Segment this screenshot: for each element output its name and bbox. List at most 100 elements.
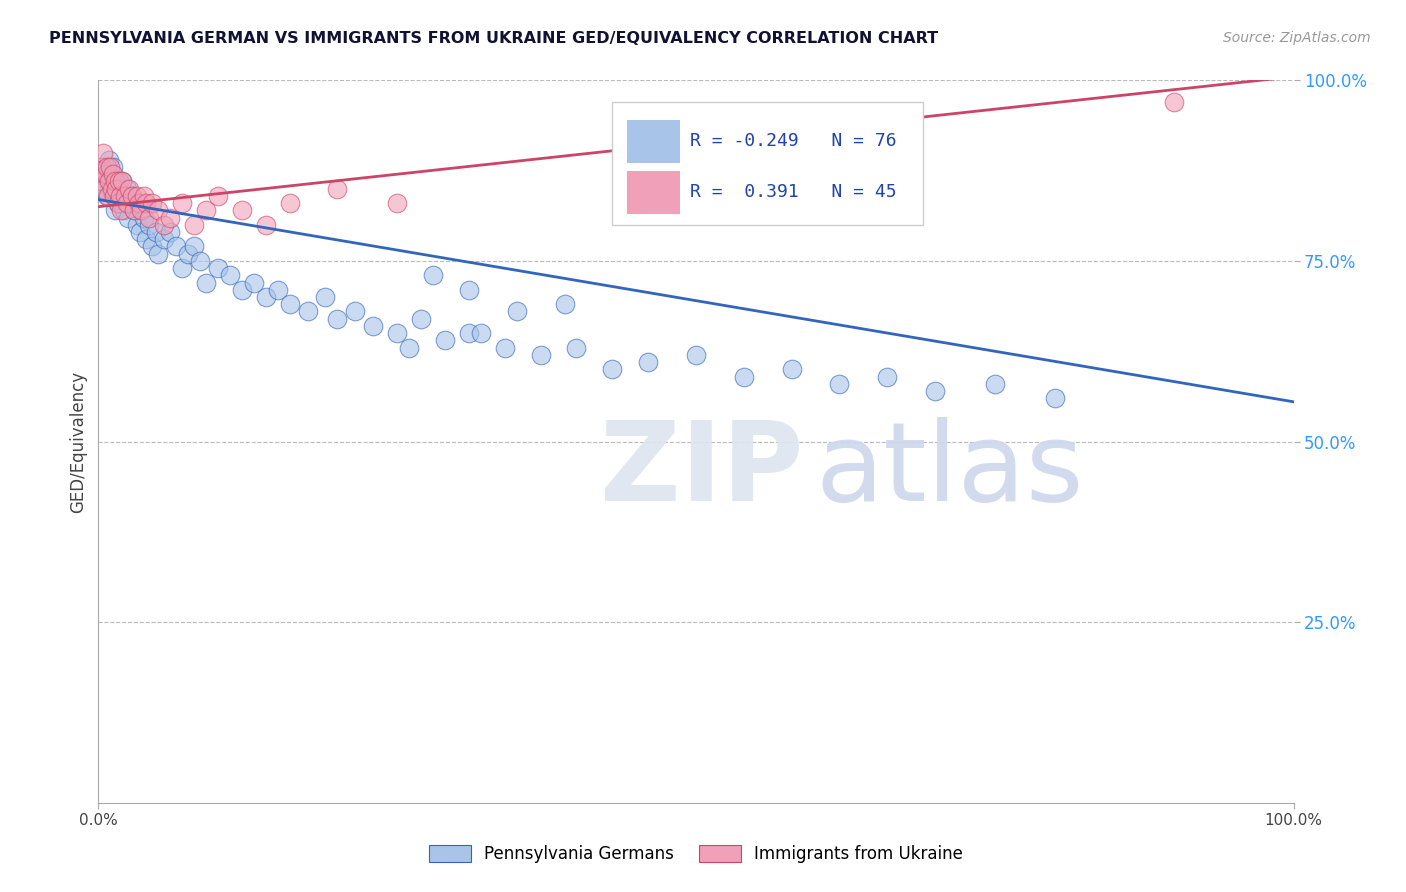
Point [385, 196, 409, 211]
Point [183, 218, 205, 232]
Point [97, 174, 120, 188]
Point [188, 253, 211, 268]
Point [172, 196, 194, 211]
Point [105, 182, 128, 196]
Point [91, 145, 114, 160]
Point [398, 341, 420, 355]
Point [125, 218, 148, 232]
Point [135, 232, 157, 246]
Point [124, 203, 146, 218]
Point [118, 182, 141, 196]
Legend: Pennsylvania Germans, Immigrants from Ukraine: Pennsylvania Germans, Immigrants from Uk… [429, 845, 963, 863]
Point [129, 225, 152, 239]
Point [110, 203, 132, 218]
Point [207, 261, 229, 276]
Point [128, 196, 150, 211]
Point [363, 318, 385, 333]
Point [107, 174, 129, 188]
Point [105, 174, 128, 188]
Point [104, 203, 127, 218]
Point [110, 196, 132, 211]
Point [565, 341, 588, 355]
Point [111, 174, 134, 188]
Point [96, 160, 118, 174]
Point [984, 376, 1007, 391]
Point [326, 311, 349, 326]
Point [411, 311, 433, 326]
Point [117, 211, 139, 225]
Point [131, 203, 153, 218]
Point [458, 283, 481, 297]
Point [132, 211, 155, 225]
Point [132, 189, 155, 203]
Point [254, 290, 277, 304]
Point [121, 189, 143, 203]
Point [315, 290, 337, 304]
Point [138, 218, 160, 232]
Point [434, 334, 457, 348]
Point [98, 160, 122, 174]
Point [101, 160, 124, 174]
Text: ZIP: ZIP [600, 417, 804, 524]
Point [506, 304, 529, 318]
Point [637, 355, 659, 369]
Point [159, 225, 181, 239]
Point [172, 261, 194, 276]
Point [231, 203, 253, 218]
Text: Source: ZipAtlas.com: Source: ZipAtlas.com [1223, 31, 1371, 45]
Point [98, 153, 121, 167]
Point [177, 246, 200, 260]
Point [100, 167, 122, 181]
FancyBboxPatch shape [627, 120, 681, 163]
Point [98, 182, 122, 196]
Point [118, 196, 141, 211]
Point [107, 196, 129, 211]
Point [112, 203, 135, 218]
Point [148, 203, 170, 218]
Text: R = -0.249   N = 76: R = -0.249 N = 76 [690, 132, 897, 150]
Point [470, 326, 492, 340]
Point [97, 189, 120, 203]
Point [828, 376, 851, 391]
Point [107, 196, 129, 211]
Point [90, 160, 112, 174]
Point [93, 182, 115, 196]
Point [145, 225, 167, 239]
Point [91, 174, 114, 188]
Point [96, 189, 118, 203]
Point [107, 182, 129, 196]
Point [94, 160, 117, 174]
Point [98, 174, 121, 188]
Point [114, 189, 136, 203]
Text: atlas: atlas [815, 417, 1084, 524]
Point [91, 174, 114, 188]
Point [153, 232, 176, 246]
Point [94, 167, 117, 181]
Point [103, 189, 125, 203]
Point [135, 196, 157, 211]
Point [685, 348, 707, 362]
Point [243, 276, 266, 290]
Point [876, 369, 898, 384]
Point [108, 189, 131, 203]
Point [159, 211, 181, 225]
Point [1043, 391, 1066, 405]
Point [267, 283, 290, 297]
Point [1163, 95, 1185, 109]
Point [108, 189, 131, 203]
FancyBboxPatch shape [613, 102, 922, 225]
Point [100, 182, 122, 196]
Point [422, 268, 444, 283]
Point [254, 218, 277, 232]
Point [138, 211, 160, 225]
Point [93, 167, 115, 181]
Point [458, 326, 481, 340]
Point [385, 326, 409, 340]
Point [219, 268, 242, 283]
Point [104, 174, 127, 188]
Point [183, 239, 205, 253]
Text: R =  0.391   N = 45: R = 0.391 N = 45 [690, 183, 897, 201]
Point [148, 246, 170, 260]
Point [103, 189, 125, 203]
Point [924, 384, 946, 398]
